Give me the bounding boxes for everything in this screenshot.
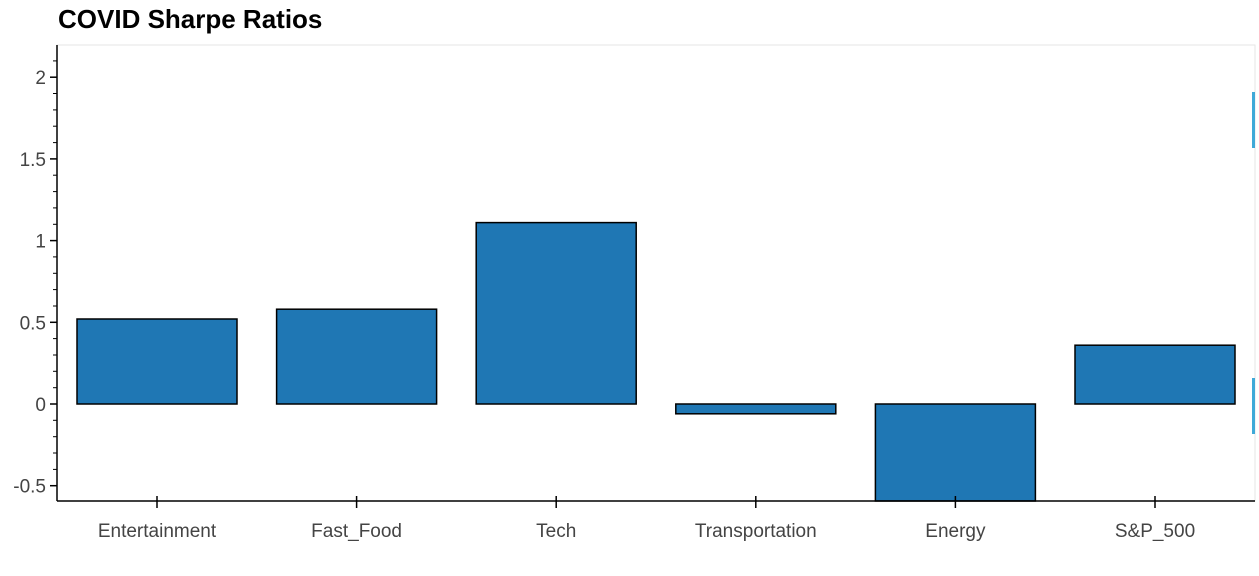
- chart-title: COVID Sharpe Ratios: [58, 4, 323, 34]
- y-tick-label: 1: [35, 232, 46, 253]
- bar-entertainment: [76, 318, 238, 405]
- bar-energy: [874, 403, 1037, 502]
- y-axis: -0.5 0 0.5 1 1.5 2: [13, 45, 58, 501]
- x-tick-label: Tech: [536, 521, 576, 542]
- bar-transportation: [675, 403, 837, 415]
- x-tick-label: Entertainment: [98, 521, 217, 542]
- x-tick-label: Transportation: [695, 521, 817, 542]
- bar-tech: [475, 221, 637, 405]
- x-tick-label: Energy: [925, 521, 986, 542]
- y-tick-label: -0.5: [13, 477, 46, 498]
- y-tick-label: 0.5: [20, 313, 46, 334]
- plot-frame: [56, 44, 1256, 502]
- scroll-indicator-top: [1252, 92, 1255, 148]
- y-tick-label: 1.5: [20, 150, 46, 171]
- bars: [76, 221, 1236, 502]
- scroll-indicator-bottom: [1252, 378, 1255, 434]
- y-tick-label: 2: [35, 68, 46, 89]
- bar-fast-food: [275, 308, 438, 405]
- bar-s-p-500: [1074, 344, 1236, 405]
- x-tick-label: Fast_Food: [311, 521, 402, 542]
- y-tick-label: 0: [35, 395, 46, 416]
- x-axis: Entertainment Fast_Food Tech Transportation…: [57, 496, 1255, 542]
- x-tick-label: S&P_500: [1115, 521, 1195, 542]
